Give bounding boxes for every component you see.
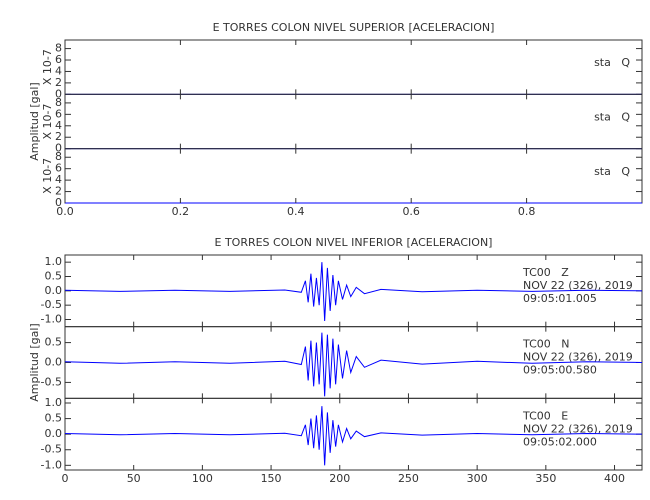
- y-tick-label: -1.0: [41, 458, 62, 471]
- y-tick-label: -0.5: [41, 298, 62, 311]
- x-tick-label: 300: [467, 472, 488, 485]
- annotation: 09:05:00.580: [523, 364, 597, 377]
- y-tick-label: 1.0: [45, 255, 63, 268]
- y-tick-label: 6: [55, 162, 62, 175]
- annotation: TC00 Z: [522, 266, 569, 279]
- y-tick-label: 0: [55, 87, 62, 100]
- x-tick-label: 0.2: [172, 205, 190, 218]
- annotation: TC00 E: [522, 409, 568, 422]
- annotation: sta Q: [594, 56, 630, 69]
- y-axis-label: Amplitud [gal]: [28, 323, 41, 401]
- x-tick-label: 400: [604, 472, 625, 485]
- y-tick-label: 8: [55, 42, 62, 55]
- panel-frame: [64, 39, 643, 95]
- x-tick-label: 0.4: [287, 205, 305, 218]
- y-tick-label: 0.0: [45, 427, 63, 440]
- y-tick-label: 2: [55, 130, 62, 143]
- y-tick-label: 4: [55, 173, 62, 186]
- x-tick-label: 350: [535, 472, 556, 485]
- chart-title: E TORRES COLON NIVEL SUPERIOR [ACELERACI…: [213, 21, 495, 34]
- annotation: sta Q: [594, 165, 630, 178]
- multiplier-label: X 10-7: [41, 158, 54, 194]
- y-tick-label: 2: [55, 76, 62, 89]
- chart-title: E TORRES COLON NIVEL INFERIOR [ACELERACI…: [215, 236, 493, 249]
- annotation: NOV 22 (326), 2019: [523, 351, 633, 364]
- annotation: sta Q: [594, 111, 630, 124]
- annotation: TC00 N: [522, 338, 569, 351]
- y-tick-label: -0.5: [41, 443, 62, 456]
- y-tick-label: 4: [55, 64, 62, 77]
- multiplier-label: X 10-7: [41, 104, 54, 140]
- x-tick-label: 0: [62, 472, 69, 485]
- panel-frame: [64, 93, 643, 150]
- waveform: [64, 406, 643, 466]
- y-tick-label: 4: [55, 119, 62, 132]
- y-tick-label: 6: [55, 53, 62, 66]
- y-tick-label: 0: [55, 142, 62, 155]
- waveform: [64, 332, 643, 397]
- y-tick-label: 2: [55, 185, 62, 198]
- y-tick-label: 6: [55, 107, 62, 120]
- x-tick-label: 0.8: [518, 205, 536, 218]
- y-axis-label: Amplitud [gal]: [28, 82, 41, 160]
- x-tick-label: 50: [127, 472, 141, 485]
- x-tick-label: 0.6: [402, 205, 420, 218]
- annotation: 09:05:02.000: [523, 435, 597, 448]
- annotation: NOV 22 (326), 2019: [523, 422, 633, 435]
- y-tick-label: -1.0: [41, 313, 62, 326]
- x-tick-label: 200: [329, 472, 350, 485]
- waveform: [64, 262, 643, 321]
- y-tick-label: -0.5: [41, 375, 62, 388]
- y-tick-label: 8: [55, 96, 62, 109]
- x-tick-label: 0.0: [56, 205, 74, 218]
- annotation: 09:05:01.005: [523, 292, 597, 305]
- multiplier-label: X 10-7: [41, 49, 54, 85]
- y-tick-label: 0.0: [45, 284, 63, 297]
- y-tick-label: 0.0: [45, 356, 63, 369]
- panel-frame: [64, 148, 643, 204]
- x-tick-label: 250: [398, 472, 419, 485]
- y-tick-label: 0: [55, 196, 62, 209]
- y-tick-label: 0.5: [45, 270, 63, 283]
- annotation: NOV 22 (326), 2019: [523, 279, 633, 292]
- x-tick-label: 150: [261, 472, 282, 485]
- y-tick-label: 0.5: [45, 412, 63, 425]
- x-tick-label: 100: [192, 472, 213, 485]
- y-tick-label: 1.0: [45, 396, 63, 409]
- y-tick-label: 0.5: [45, 336, 63, 349]
- y-tick-label: 8: [55, 150, 62, 163]
